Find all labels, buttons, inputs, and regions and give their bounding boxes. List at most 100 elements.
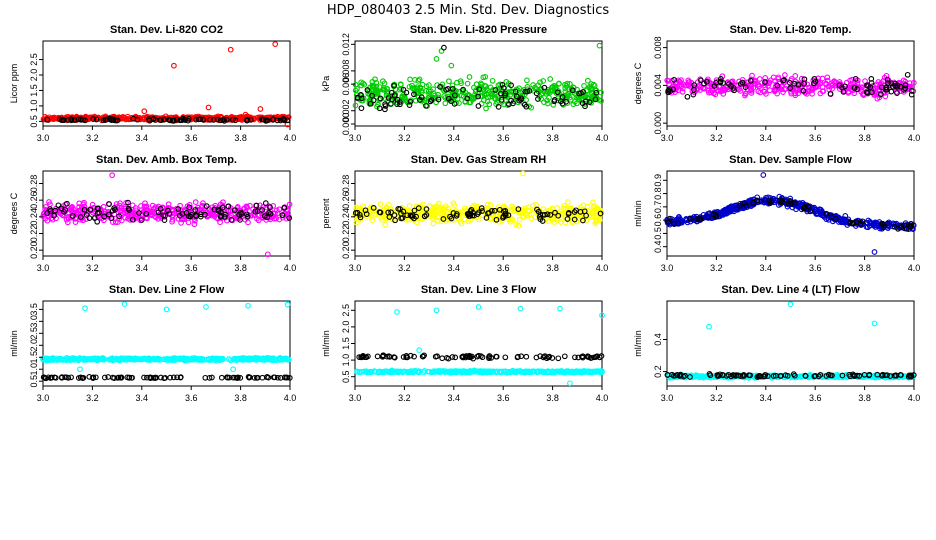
data-point [679, 88, 686, 95]
data-point [798, 75, 805, 82]
data-point [391, 212, 398, 218]
data-point [211, 206, 218, 213]
data-point [554, 205, 561, 211]
data-point [908, 91, 915, 98]
data-point [495, 104, 502, 110]
data-point [523, 212, 529, 218]
x-tick-label: 3.8 [858, 263, 871, 273]
data-point [228, 217, 235, 223]
data-point [718, 76, 724, 82]
data-point [129, 216, 136, 223]
data-point [423, 206, 430, 212]
data-point [61, 208, 67, 215]
outlier-point [787, 301, 794, 308]
data-point [903, 225, 910, 232]
data-point [353, 219, 360, 226]
panel-title: Stan. Dev. Line 4 (LT) Flow [721, 284, 860, 296]
data-point [252, 208, 259, 215]
data-point [360, 203, 367, 210]
data-point [551, 219, 558, 225]
data-point [762, 79, 768, 85]
data-point [90, 116, 97, 122]
data-point [521, 205, 528, 212]
data-point [210, 117, 217, 123]
data-point [352, 102, 359, 109]
y-tick-label: 0.8 [653, 187, 663, 200]
data-point [440, 216, 447, 222]
data-point [407, 98, 414, 105]
y-tick-label: 2.0 [29, 339, 39, 352]
data-point [475, 93, 481, 100]
data-point [671, 77, 677, 83]
panel-title: Stan. Dev. Li-820 CO2 [110, 24, 223, 36]
data-point [465, 218, 472, 225]
data-point [158, 117, 164, 124]
data-point [217, 214, 224, 220]
x-tick-label: 3.8 [546, 263, 559, 273]
data-point [512, 88, 519, 95]
data-point [551, 98, 558, 105]
data-point [892, 82, 899, 89]
data-point [125, 205, 132, 212]
data-point [185, 219, 192, 226]
data-point [539, 218, 546, 224]
data-point [222, 211, 229, 218]
y-axis: 0.200.220.240.260.28 [341, 175, 355, 259]
data-point [704, 214, 711, 221]
series-points [664, 301, 917, 381]
data-point [100, 203, 107, 210]
data-point [413, 213, 419, 220]
data-point [502, 92, 508, 99]
y-tick-label: 3.5 [29, 303, 39, 316]
data-point [687, 215, 693, 222]
data-point [71, 117, 78, 123]
data-point [761, 88, 768, 95]
data-point [792, 92, 799, 99]
data-point [260, 204, 266, 210]
data-point [838, 84, 845, 91]
figure-title: HDP_080403 2.5 Min. Std. Dev. Diagnostic… [327, 3, 610, 18]
data-point [544, 97, 550, 104]
data-point [590, 199, 596, 206]
data-point [576, 90, 583, 97]
data-point [902, 85, 909, 92]
data-point [407, 76, 413, 83]
data-point [730, 85, 737, 91]
data-point [484, 201, 491, 208]
outlier-point [760, 172, 767, 178]
data-point [580, 217, 586, 224]
data-point [406, 102, 413, 108]
data-point [76, 200, 83, 207]
y-axis: 0.51.01.52.02.5 [29, 53, 43, 128]
y-axis-label: degrees C [9, 192, 19, 234]
data-point [244, 213, 251, 220]
x-tick-label: 3.4 [448, 263, 461, 273]
data-point [710, 211, 717, 218]
data-point [166, 211, 173, 217]
data-point [554, 89, 561, 96]
data-point [106, 211, 112, 218]
data-point [827, 90, 834, 97]
series-points [352, 42, 604, 113]
x-tick-label: 4.0 [908, 393, 921, 403]
y-tick-label: 0.000 [653, 112, 663, 135]
data-point [782, 72, 788, 78]
data-point [457, 78, 464, 84]
data-point [428, 97, 435, 103]
data-point [537, 211, 544, 218]
data-point [422, 206, 429, 213]
y-tick-label: 1.5 [29, 351, 39, 364]
data-point [382, 221, 389, 228]
data-point [397, 81, 404, 88]
data-point [454, 211, 460, 217]
data-point [358, 105, 365, 112]
x-tick-label: 3.0 [37, 393, 50, 403]
data-point [358, 92, 364, 98]
data-point [766, 87, 773, 94]
data-point [279, 212, 286, 218]
data-point [784, 203, 791, 210]
x-axis: 3.0 3.2 3.4 3.6 3.8 4.0 [37, 126, 296, 143]
data-point [192, 207, 199, 213]
series-points [40, 41, 292, 128]
